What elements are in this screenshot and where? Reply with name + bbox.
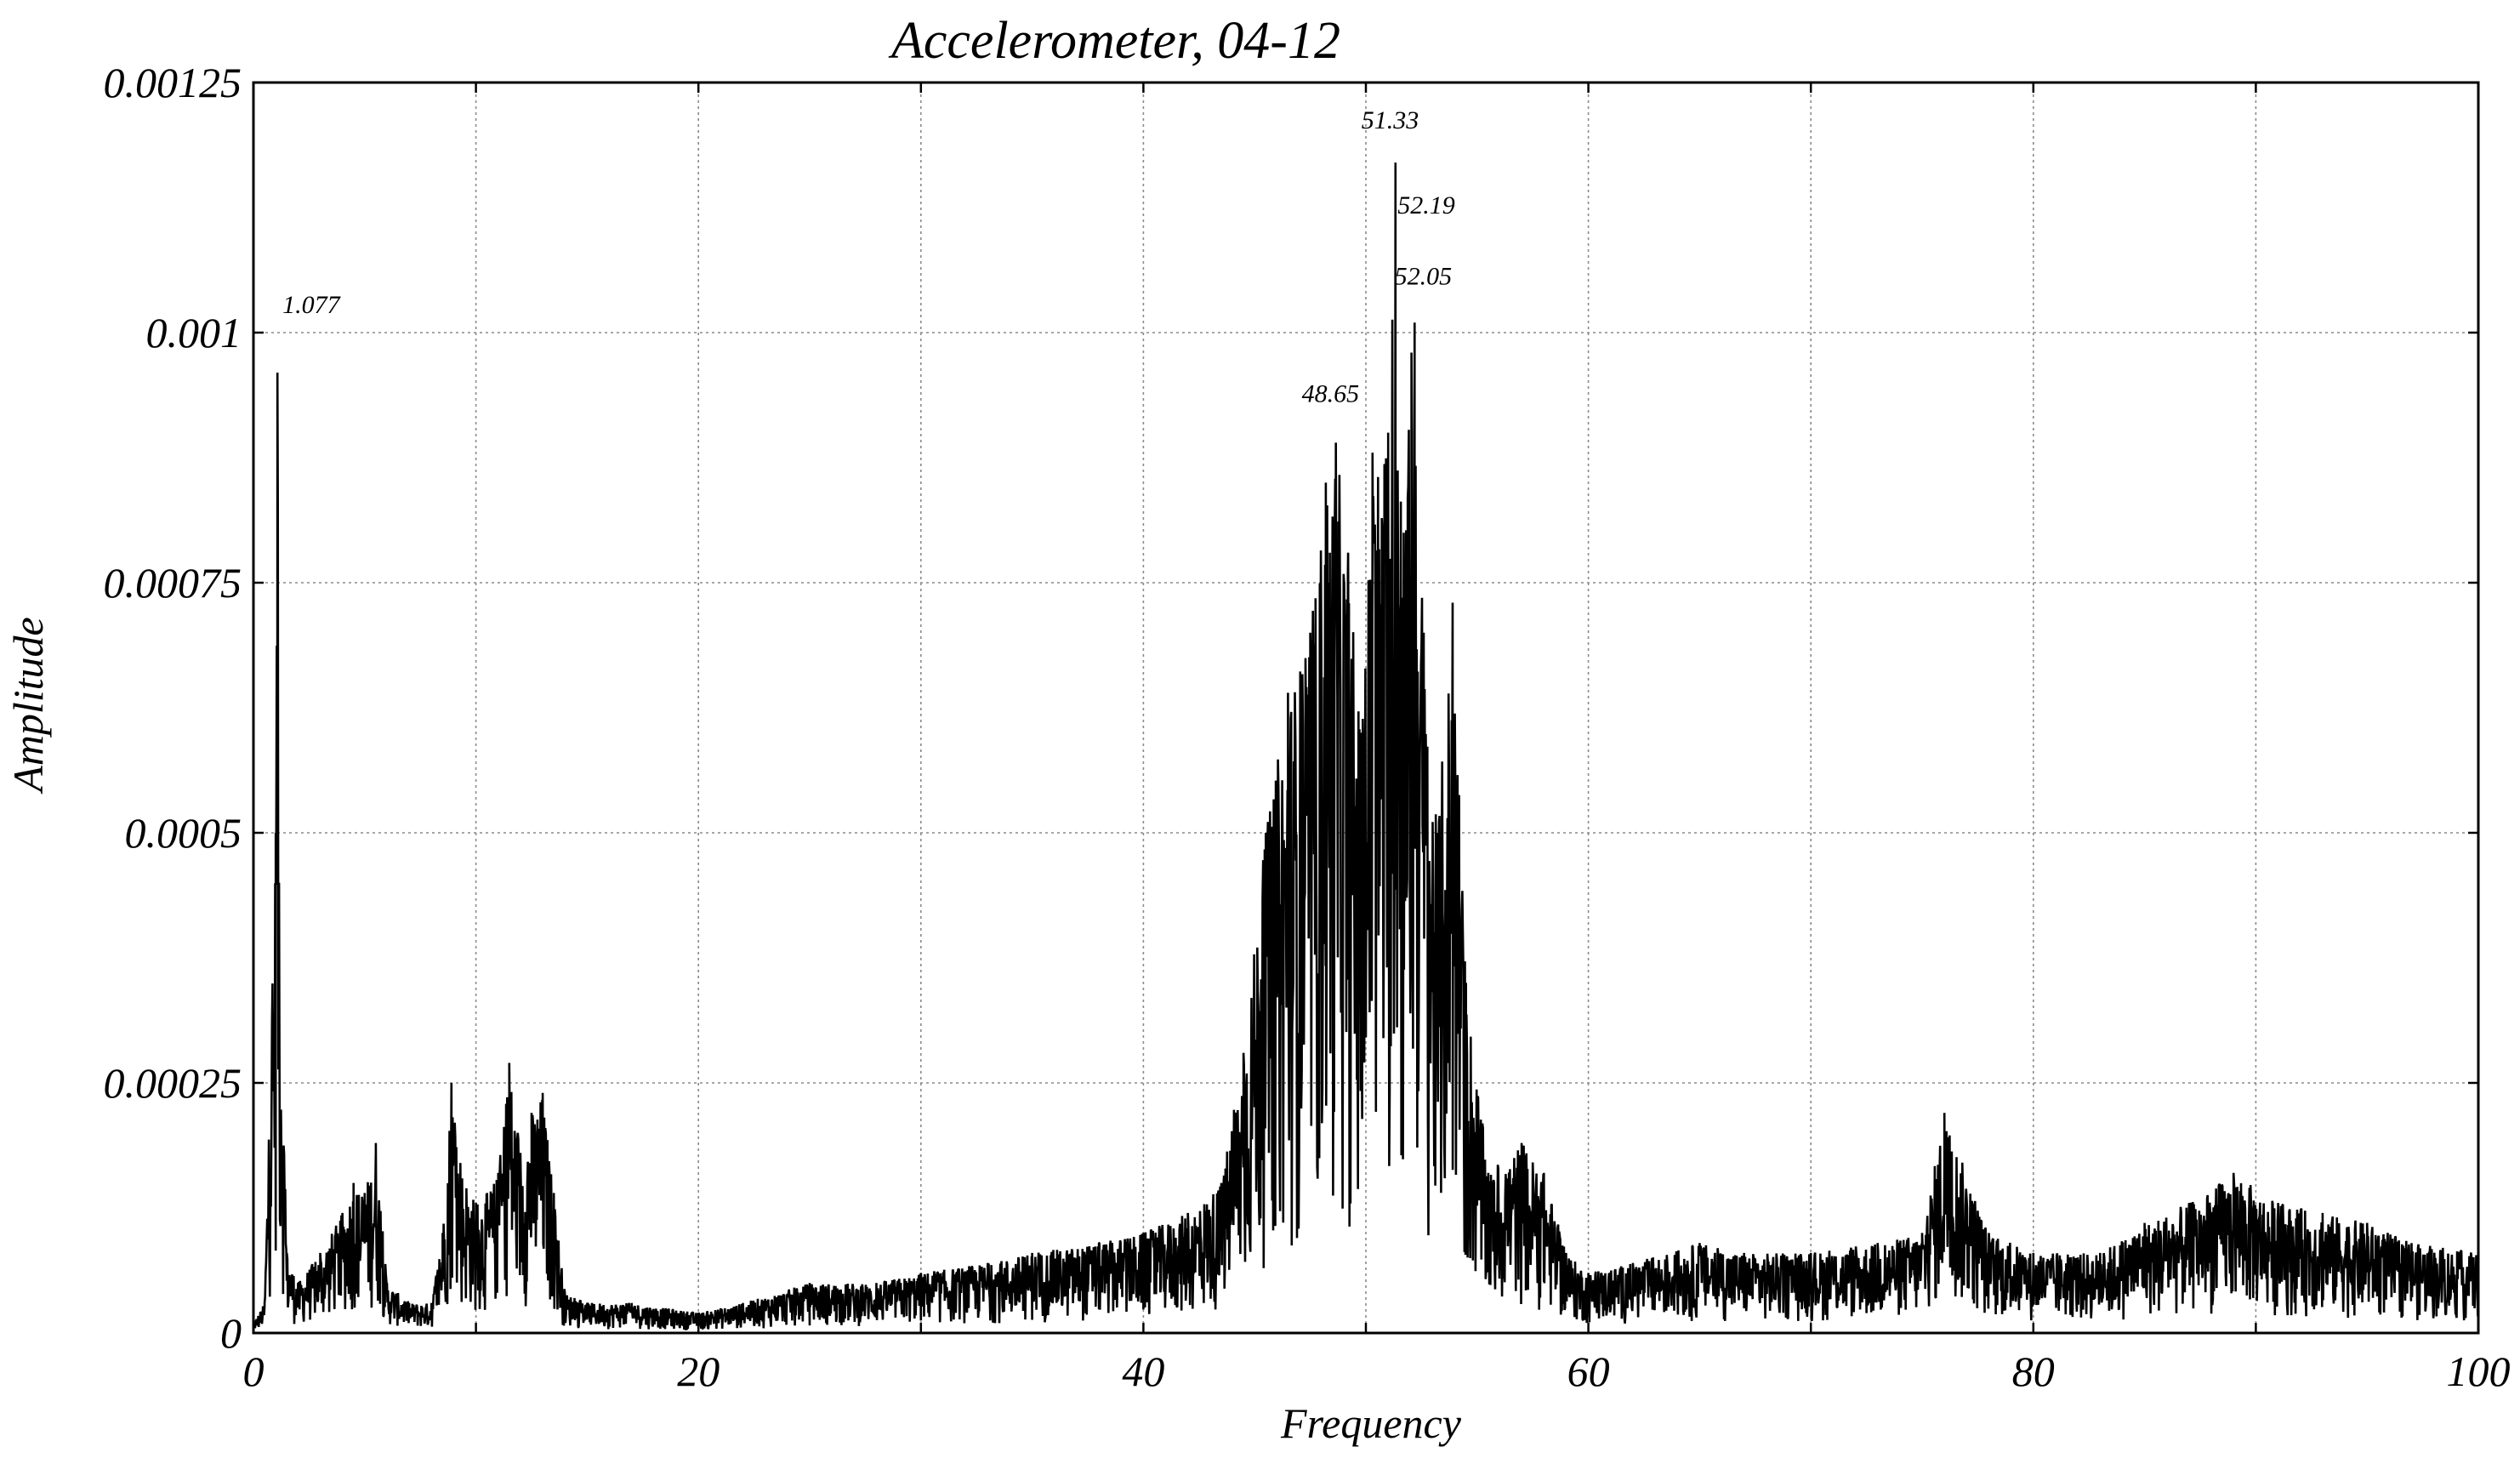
y-tick-label: 0.00125: [104, 59, 242, 106]
axis-ticks: [252, 81, 2480, 1335]
x-tick-label: 80: [2012, 1347, 2055, 1395]
y-tick-label: 0.001: [146, 309, 242, 356]
x-tick-label: 40: [1122, 1347, 1164, 1395]
peak-label: 1.077: [282, 291, 342, 319]
x-tick-label: 100: [2447, 1347, 2511, 1395]
peak-annotations: 1.077 48.65 51.33 52.19 52.05: [282, 106, 1455, 407]
x-tick-label: 60: [1567, 1347, 1610, 1395]
peak-label: 52.19: [1397, 191, 1455, 219]
peak-label: 52.05: [1395, 263, 1453, 291]
x-tick-label: 0: [243, 1347, 265, 1395]
x-axis-label: Frequency: [1280, 1399, 1462, 1447]
x-tick-label: 20: [677, 1347, 720, 1395]
grid-lines: [253, 83, 2478, 1333]
peak-label: 48.65: [1302, 379, 1360, 407]
series-trace-group: [252, 162, 2480, 1330]
x-tick-labels: 0 20 40 60 80 100: [243, 1347, 2511, 1395]
y-tick-labels: 0 0.00025 0.0005 0.00075 0.001 0.00125: [104, 59, 242, 1357]
series-trace: [252, 162, 2480, 1330]
y-axis-label: Amplitude: [4, 617, 52, 795]
chart-title: Accelerometer, 04-12: [888, 12, 1340, 70]
y-tick-label: 0.00075: [104, 559, 242, 607]
peak-label: 51.33: [1362, 106, 1419, 134]
y-tick-label: 0.00025: [104, 1059, 242, 1107]
y-tick-label: 0.0005: [125, 809, 242, 857]
y-tick-label: 0: [220, 1309, 242, 1357]
